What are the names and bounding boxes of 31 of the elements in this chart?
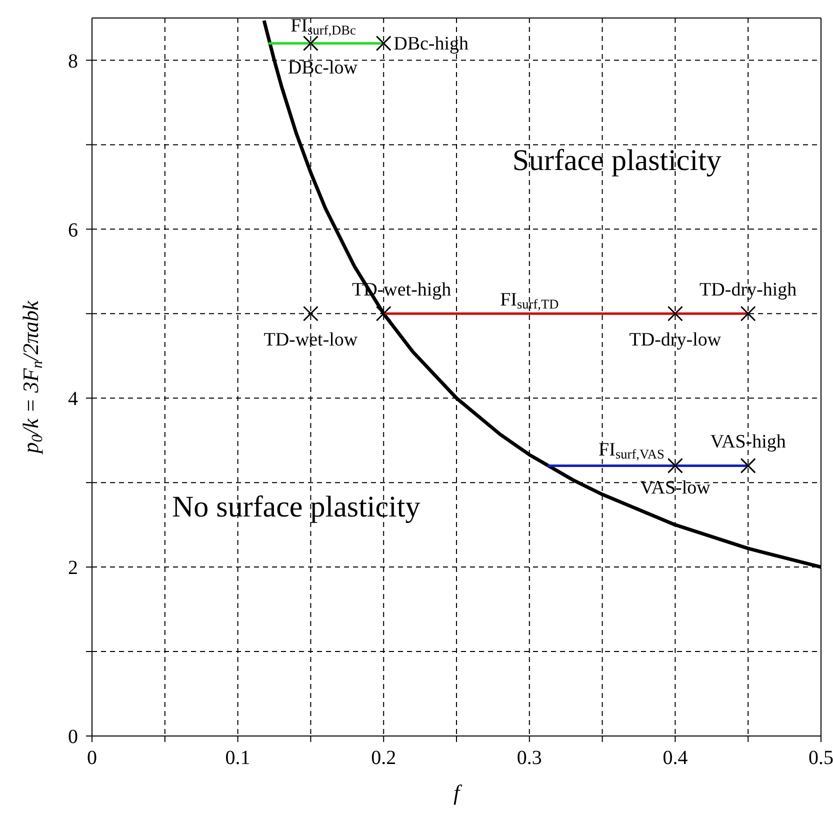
x-axis-title: f xyxy=(453,780,462,805)
x-tick-label: 0.3 xyxy=(516,747,542,770)
annotation: VAS-low xyxy=(640,478,711,499)
point xyxy=(740,306,756,322)
y-tick-label: 6 xyxy=(68,219,78,242)
point xyxy=(740,458,756,474)
point xyxy=(302,36,318,52)
point xyxy=(376,36,392,52)
y-tick-label: 4 xyxy=(68,388,78,410)
x-tick-label: 0.2 xyxy=(371,747,396,770)
x-tick-label: 0.1 xyxy=(225,747,250,770)
annotation: DBc-low xyxy=(288,57,358,78)
point xyxy=(376,306,392,322)
x-tick-label: 0.4 xyxy=(662,747,688,770)
y-tick-label: 0 xyxy=(68,726,78,748)
annotation: VAS-high xyxy=(710,432,786,453)
x-tick-label: 0 xyxy=(87,747,97,770)
annotation: FI$_{surf,DBc}$ xyxy=(290,15,356,38)
annotation: FI$_{surf,TD}$ xyxy=(500,290,560,312)
y-tick-label: 8 xyxy=(68,50,78,72)
point xyxy=(667,458,683,474)
y-tick-label: 2 xyxy=(68,557,78,580)
x-tick-label: 0.5 xyxy=(808,747,833,770)
annotation: TD-dry-high xyxy=(700,280,798,301)
annotation: No surface plasticity xyxy=(172,490,420,524)
point xyxy=(302,306,318,322)
annotation: DBc-high xyxy=(394,33,470,54)
annotation: TD-wet-low xyxy=(264,330,358,351)
point xyxy=(667,306,683,322)
annotation: Surface plasticity xyxy=(512,144,722,178)
annotation: TD-dry-low xyxy=(629,330,722,351)
